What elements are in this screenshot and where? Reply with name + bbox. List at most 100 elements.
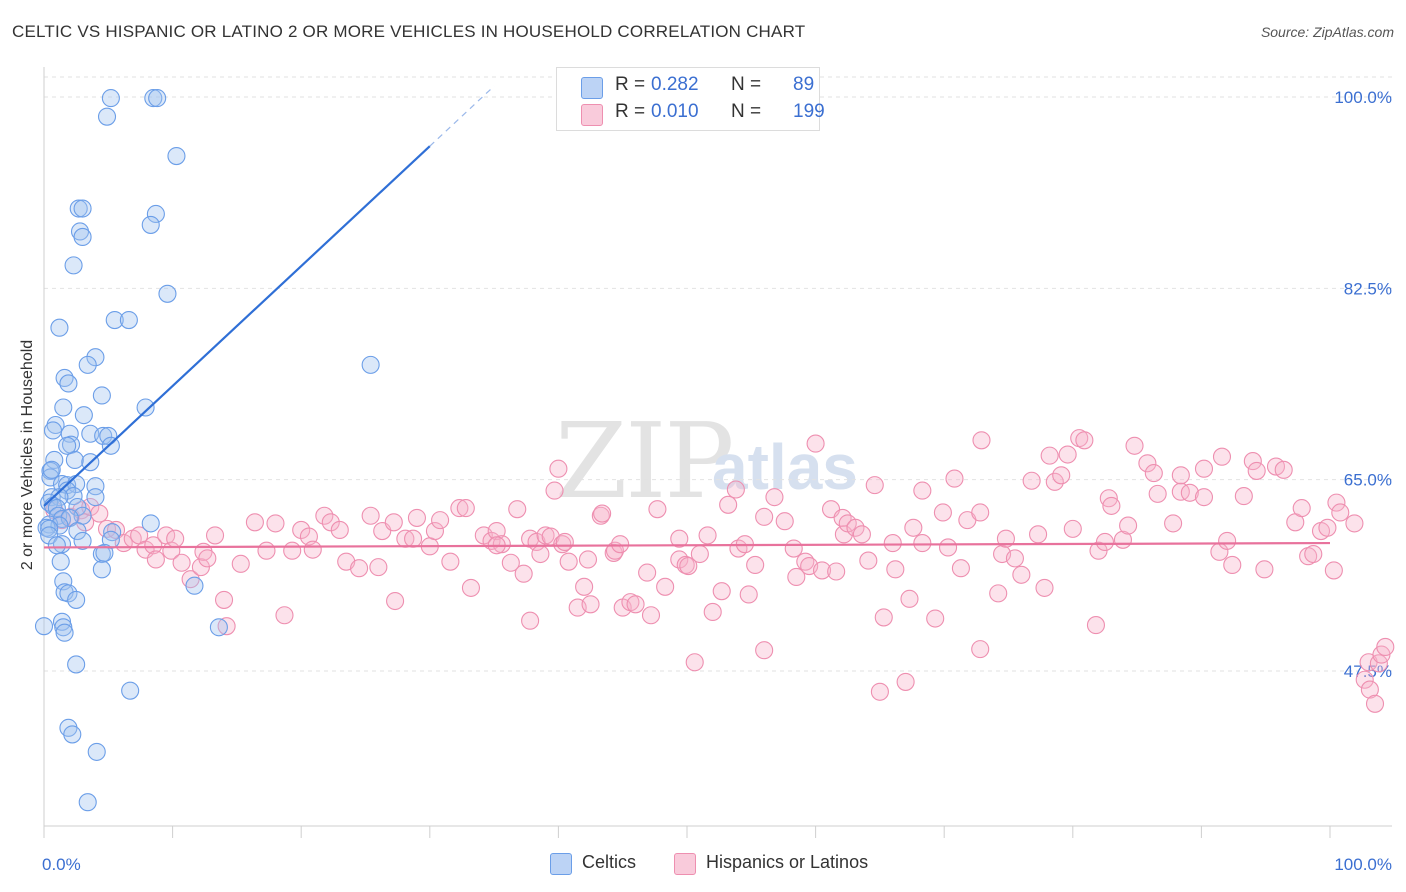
hispanic-point <box>913 534 932 553</box>
hispanic-point <box>1119 516 1138 535</box>
hispanic-point <box>166 529 185 548</box>
hispanic-point <box>859 551 878 570</box>
hispanic-point <box>172 553 191 572</box>
hispanic-point <box>501 553 520 572</box>
hispanic-point <box>97 519 117 538</box>
celtic-point <box>121 681 140 700</box>
hispanic-point <box>1304 544 1323 564</box>
hispanic-point <box>431 511 450 530</box>
hispanic-point <box>896 672 915 691</box>
y-tick-label: 82.5% <box>1344 279 1392 298</box>
celtic-point <box>101 89 120 108</box>
hispanic-trend-line <box>43 541 1331 549</box>
hispanic-point <box>593 504 612 523</box>
hispanic-point <box>461 578 481 597</box>
hispanic-point <box>384 513 403 532</box>
hispanic-point <box>746 555 765 574</box>
hispanic-point <box>283 541 302 560</box>
hispanic-point <box>1247 461 1266 480</box>
hispanic-point <box>1164 514 1183 533</box>
hispanic-point <box>846 518 865 537</box>
hispanic-point <box>514 564 533 583</box>
hispanic-point <box>217 617 236 636</box>
hispanic-point <box>1005 549 1024 568</box>
hispanic-point <box>508 500 527 519</box>
hispanic-point <box>865 476 884 495</box>
hispanic-point <box>369 558 388 577</box>
n-value: 199 <box>793 101 825 122</box>
hispanic-point <box>581 595 600 614</box>
chart-source: Source: ZipAtlas.com <box>1260 24 1394 40</box>
hispanic-point <box>1274 460 1293 479</box>
celtic-point <box>92 386 111 405</box>
hispanic-point <box>1138 454 1157 473</box>
hispanic-point <box>214 590 234 609</box>
celtic-point <box>59 374 78 393</box>
hispanic-point <box>1102 496 1121 515</box>
hispanic-point <box>719 495 738 514</box>
celtic-point <box>34 617 54 636</box>
hispanic-point <box>690 544 709 564</box>
hispanic-point <box>1360 680 1379 699</box>
hispanic-point <box>679 556 698 576</box>
hispanic-point <box>1194 488 1214 507</box>
hispanic-point <box>1345 514 1364 533</box>
hispanic-point <box>553 535 572 554</box>
hispanic-point <box>656 577 675 596</box>
celtic-point <box>86 477 105 496</box>
celtic-point <box>50 318 69 337</box>
hispanic-point <box>386 591 405 611</box>
celtic-point <box>64 487 83 506</box>
celtic-point <box>141 514 160 533</box>
hispanic-point <box>1376 637 1395 656</box>
hispanic-point <box>913 481 932 500</box>
hispanic-point <box>1223 555 1242 574</box>
hispanic-point <box>292 520 311 540</box>
hispanic-point <box>146 550 165 569</box>
celtic-trend-extension <box>429 85 495 147</box>
celtic-point <box>73 199 92 218</box>
celtic-point <box>41 468 60 487</box>
celtic-point <box>146 204 165 224</box>
hispanic-point <box>425 522 444 541</box>
hispanic-point <box>926 609 945 628</box>
hispanic-point <box>739 585 758 604</box>
hispanic-point <box>303 540 322 559</box>
hispanic-point <box>1324 561 1343 580</box>
hispanic-point <box>806 434 825 453</box>
celtic-point <box>59 584 78 603</box>
celtic-point <box>86 488 105 507</box>
hispanic-point <box>315 506 334 525</box>
hispanic-point <box>559 552 578 571</box>
hispanic-point <box>1212 447 1232 466</box>
hispanic-point <box>971 640 990 659</box>
hispanic-point <box>404 529 423 548</box>
hispanic-point <box>144 536 163 555</box>
hispanic-point <box>951 559 970 578</box>
watermark-atlas: atlas <box>712 431 858 503</box>
hispanic-point <box>933 503 952 522</box>
hispanic-point <box>870 682 889 701</box>
hispanic-point <box>205 526 225 545</box>
hispanic-point <box>257 541 276 560</box>
hispanic-point <box>1365 694 1385 713</box>
hispanic-point <box>1327 493 1346 512</box>
hispanic-point <box>545 481 564 500</box>
hispanic-point <box>775 512 794 531</box>
celtic-point <box>42 460 61 479</box>
r-label: R = <box>615 74 646 95</box>
hispanic-point <box>1234 487 1253 506</box>
hispanic-point <box>611 535 630 554</box>
hispanic-point <box>266 514 285 533</box>
celtic-point <box>119 310 138 330</box>
hispanic-point <box>350 559 369 578</box>
legend-label-celtics: Celtics <box>582 852 637 872</box>
hispanic-point <box>1318 518 1337 537</box>
hispanic-point <box>1171 466 1190 485</box>
hispanic-point <box>834 525 853 544</box>
hispanic-point <box>1040 446 1059 465</box>
celtic-point <box>51 552 70 571</box>
celtic-point <box>69 199 88 218</box>
hispanic-point <box>1045 472 1064 491</box>
hispanic-point <box>755 507 774 526</box>
